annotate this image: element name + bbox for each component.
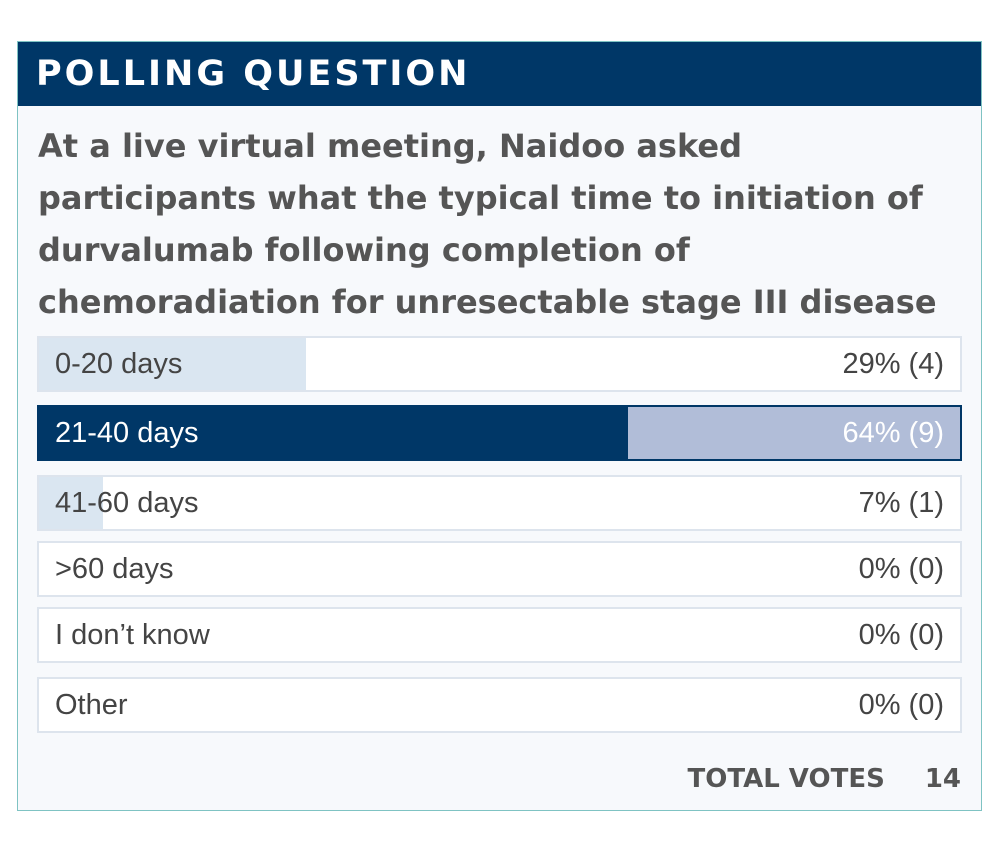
poll-option[interactable]: >60 days 0% (0) <box>37 541 962 597</box>
poll-option-value: 0% (0) <box>858 689 944 721</box>
poll-option-label: 41-60 days <box>55 487 199 519</box>
poll-title: POLLING QUESTION <box>36 54 471 94</box>
poll-option-value: 7% (1) <box>858 487 944 519</box>
poll-option[interactable]: 0-20 days 29% (4) <box>37 336 962 392</box>
poll-option-value: 64% (9) <box>842 417 944 449</box>
poll-option-value: 29% (4) <box>842 348 944 380</box>
poll-bar <box>39 407 628 459</box>
poll-option-label: >60 days <box>55 553 174 585</box>
poll-option[interactable]: Other 0% (0) <box>37 677 962 733</box>
poll-header: POLLING QUESTION <box>18 42 981 106</box>
poll-option-value: 0% (0) <box>858 553 944 585</box>
poll-option[interactable]: 41-60 days 7% (1) <box>37 475 962 531</box>
total-votes-label: TOTAL VOTES <box>687 764 885 794</box>
total-votes-count: 14 <box>924 764 961 794</box>
poll-bar-remainder <box>628 407 960 459</box>
poll-bar <box>39 338 306 390</box>
poll-option[interactable]: I don’t know 0% (0) <box>37 607 962 663</box>
poll-option-value: 0% (0) <box>858 619 944 651</box>
poll-bar <box>39 477 103 529</box>
poll-option-label: I don’t know <box>55 619 210 651</box>
poll-option[interactable]: 21-40 days 64% (9) <box>37 405 962 461</box>
total-votes: TOTAL VOTES 14 <box>688 764 961 794</box>
poll-option-label: Other <box>55 689 128 721</box>
poll-option-label: 0-20 days <box>55 348 183 380</box>
poll-card: POLLING QUESTION At a live virtual meeti… <box>17 41 982 811</box>
poll-option-label: 21-40 days <box>55 417 199 449</box>
